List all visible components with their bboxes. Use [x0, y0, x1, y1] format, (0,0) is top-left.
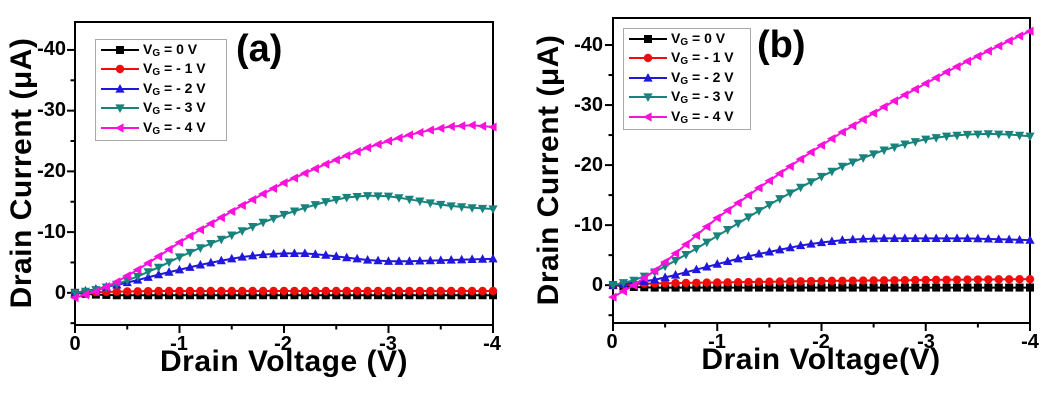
legend: VG = 0 V VG = - 1 V VG = - 2 V VG = - 3 …: [95, 39, 227, 141]
legend-label: VG = - 3 V: [671, 88, 734, 107]
legend-item: VG = - 2 V: [96, 79, 226, 99]
legend-marker-sample: [101, 83, 139, 93]
legend-item: VG = - 1 V: [624, 49, 750, 69]
y-tick-label: -30: [574, 94, 603, 116]
y-tick-label: -10: [37, 221, 66, 243]
legend-label: VG = - 1 V: [671, 49, 734, 68]
chart-canvas-b: [605, 17, 1035, 331]
legend-item: VG = - 1 V: [96, 60, 226, 80]
legend-item: VG = - 4 V: [96, 118, 226, 138]
legend-item: VG = 0 V: [96, 40, 226, 60]
x-axis-title: Drain Voltage(V): [701, 343, 941, 376]
legend-label: VG = - 3 V: [143, 99, 206, 118]
legend-item: VG = - 3 V: [624, 88, 750, 108]
legend-marker-sample: [101, 123, 139, 133]
legend-label: VG = - 2 V: [671, 68, 734, 87]
panel-b: Drain Current (μA) Drain Voltage(V) (b) …: [525, 0, 1051, 401]
y-tick-label: -40: [574, 34, 603, 56]
y-tick-label: 0: [54, 282, 66, 304]
legend-label: VG = - 1 V: [143, 60, 206, 79]
legend-label: VG = - 4 V: [143, 118, 206, 137]
legend-label: VG = - 2 V: [143, 79, 206, 98]
x-tick-label: -3: [917, 331, 935, 353]
legend-marker-sample: [101, 45, 139, 54]
x-tick-label: 0: [606, 331, 618, 353]
x-tick-label: -4: [1021, 331, 1039, 353]
chart-canvas-a: [67, 21, 498, 333]
legend-marker-sample: [101, 104, 139, 114]
x-tick-label: 0: [69, 333, 81, 355]
legend-marker-sample: [629, 34, 667, 43]
y-tick-label: -20: [574, 154, 603, 176]
y-tick-label: -20: [37, 160, 66, 182]
x-tick-label: -1: [170, 333, 188, 355]
x-tick-label: -2: [274, 333, 292, 355]
legend-marker-sample: [629, 54, 667, 63]
y-tick-label: 0: [591, 274, 603, 296]
legend-label: VG = 0 V: [143, 40, 198, 59]
y-tick-label: -40: [37, 38, 66, 60]
legend-item: VG = 0 V: [624, 29, 750, 49]
panel-a: Drain Current (μA) Drain Voltage (V) (a)…: [0, 0, 525, 401]
legend-marker-sample: [629, 72, 667, 82]
legend: VG = 0 V VG = - 1 V VG = - 2 V VG = - 3 …: [623, 28, 751, 130]
x-tick-label: -3: [379, 333, 397, 355]
x-tick-label: -4: [483, 333, 501, 355]
x-tick-label: -1: [708, 331, 726, 353]
panel-label: (a): [236, 28, 283, 70]
legend-item: VG = - 2 V: [624, 68, 750, 88]
legend-label: VG = 0 V: [671, 29, 726, 48]
legend-marker-sample: [101, 65, 139, 74]
y-tick-label: -30: [37, 99, 66, 121]
legend-marker-sample: [629, 93, 667, 103]
legend-item: VG = - 4 V: [624, 107, 750, 127]
y-tick-label: -10: [574, 214, 603, 236]
legend-item: VG = - 3 V: [96, 99, 226, 119]
legend-marker-sample: [629, 112, 667, 122]
legend-label: VG = - 4 V: [671, 107, 734, 126]
x-axis-title: Drain Voltage (V): [160, 345, 408, 378]
panel-label: (b): [757, 24, 806, 66]
x-tick-label: -2: [812, 331, 830, 353]
